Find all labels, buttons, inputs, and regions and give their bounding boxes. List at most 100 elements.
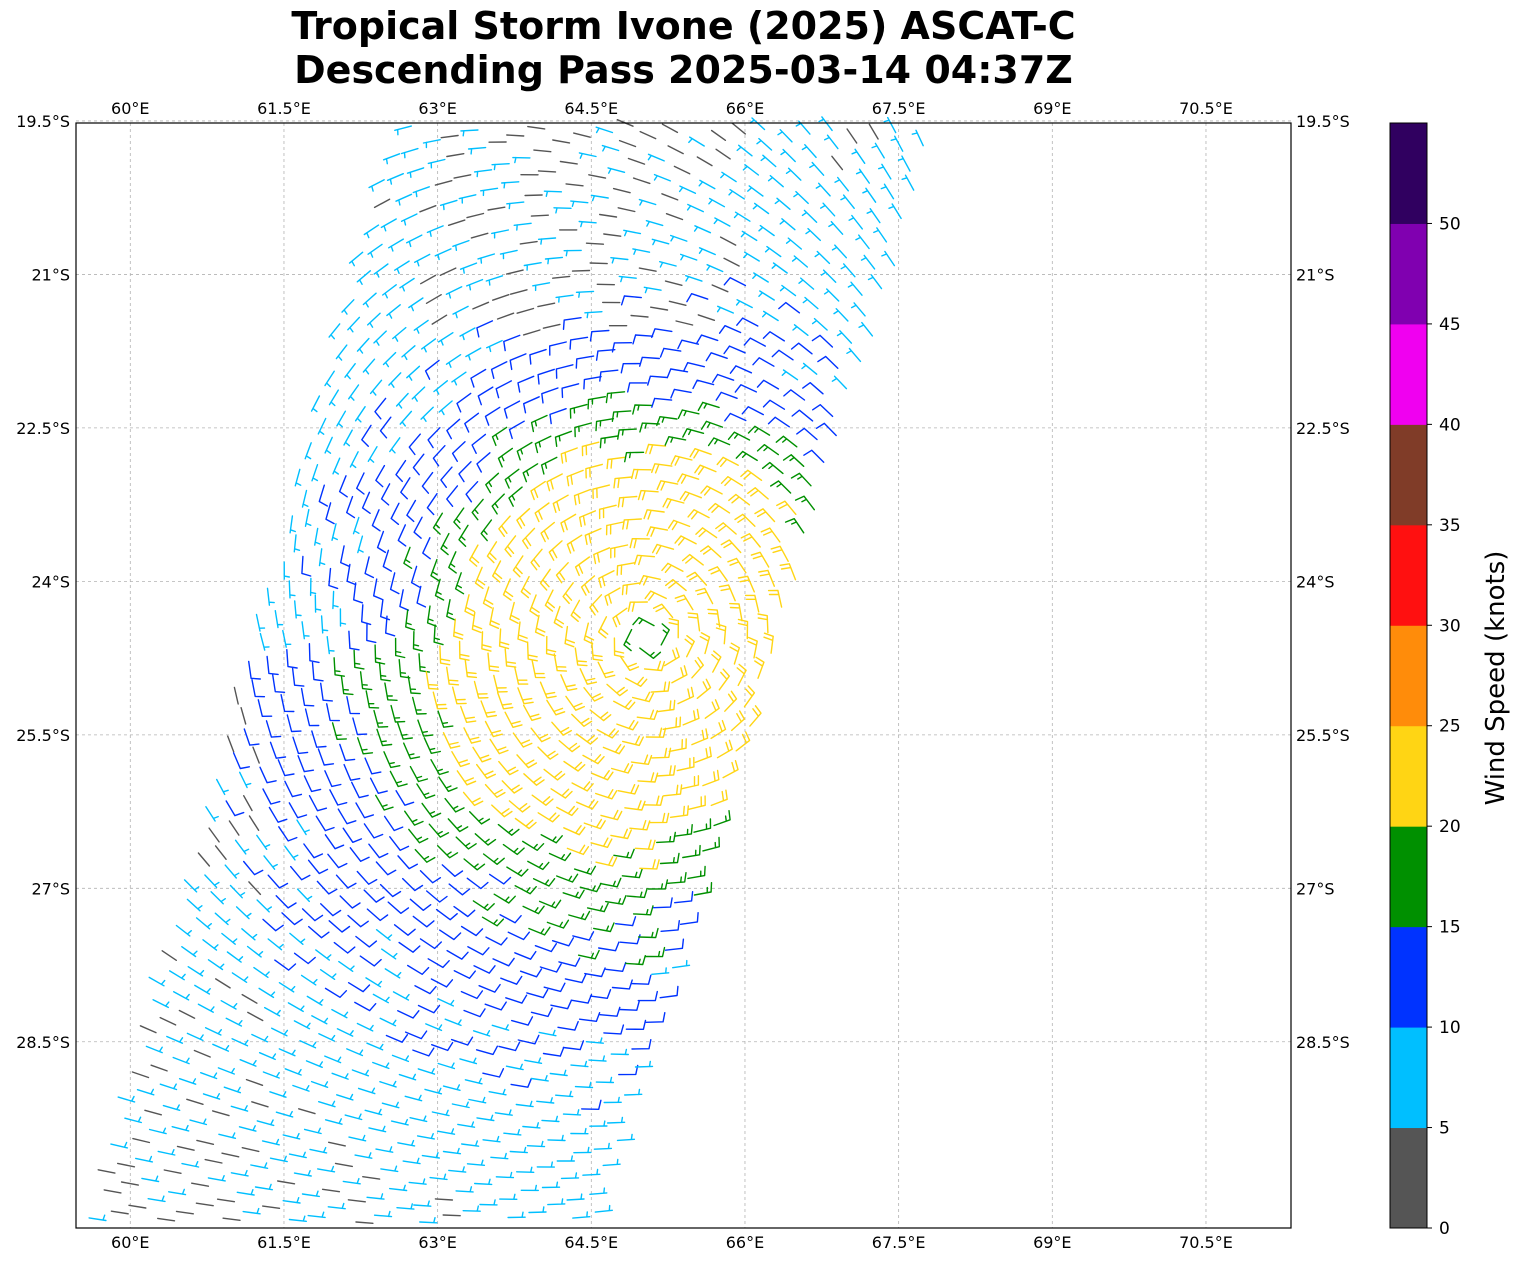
wind-barb (472, 900, 495, 911)
wind-barb (159, 1016, 177, 1026)
wind-barb (579, 510, 597, 528)
wind-barb (537, 237, 557, 245)
wind-barb (736, 663, 747, 687)
wind-barb (306, 995, 324, 1006)
wind-barb (534, 435, 552, 454)
wind-barb (492, 560, 503, 583)
wind-barb (375, 1146, 394, 1153)
wind-barb (584, 967, 606, 978)
wind-barb (814, 250, 831, 265)
wind-barb (504, 711, 523, 728)
colorbar-segment (1390, 725, 1427, 827)
wind-barb (243, 795, 253, 812)
wind-barb (402, 1157, 421, 1165)
wind-barb (433, 624, 444, 646)
wind-barb (446, 418, 461, 440)
wind-barb (498, 515, 511, 537)
wind-barb (534, 614, 546, 637)
wind-barb (262, 1071, 280, 1079)
wind-barb (418, 653, 430, 673)
wind-barb (356, 870, 378, 885)
wind-barb (539, 568, 551, 591)
wind-barb (749, 705, 762, 727)
wind-barb (747, 636, 758, 659)
wind-barb (239, 771, 252, 789)
wind-barb (647, 375, 668, 386)
wind-barb (412, 186, 430, 198)
wind-barb (715, 391, 738, 401)
wind-barb (202, 939, 219, 951)
axis-ticks: 60°E 60°E 61.5°E 61.5°E 63°E 63°E 64.5°E 64.5°E… (16, 99, 1350, 1252)
colorbar: 0 5 10 15 20 25 30 35 40 45 50 (1389, 122, 1461, 1239)
wind-barb (595, 418, 615, 432)
wind-barb (520, 575, 531, 599)
wind-barb (269, 741, 287, 759)
wind-barb (630, 314, 649, 318)
wind-barb (584, 527, 602, 546)
wind-barb (414, 253, 431, 267)
wind-barb (392, 326, 407, 342)
wind-barb (689, 448, 712, 459)
wind-barb (264, 1006, 281, 1017)
wind-barb (715, 148, 731, 160)
wind-barb (229, 884, 246, 899)
wind-barb (752, 357, 775, 367)
colorbar-segment (1390, 123, 1427, 224)
wind-barb (595, 856, 618, 867)
wind-barb (651, 397, 673, 408)
wind-barb (693, 882, 713, 896)
wind-barb (585, 463, 603, 479)
wind-barb (488, 1088, 507, 1096)
wind-barb (544, 589, 555, 612)
wind-barb (341, 299, 355, 315)
wind-barb (255, 613, 266, 632)
wind-barb (603, 1024, 625, 1035)
wind-barb (464, 412, 480, 433)
wind-barb (421, 338, 437, 353)
colorbar-segment (1390, 323, 1427, 425)
wind-barb (527, 860, 550, 871)
wind-barb (723, 257, 740, 267)
wind-barb (464, 658, 478, 679)
wind-barb (498, 628, 510, 650)
wind-barb (777, 129, 793, 143)
wind-barb (779, 284, 797, 297)
wind-barb (347, 1199, 366, 1203)
wind-barb (214, 845, 227, 860)
wind-barb (779, 218, 796, 231)
wind-barb (698, 247, 716, 256)
wind-barb (553, 653, 568, 672)
wind-barb (409, 1115, 428, 1123)
wind-barb (592, 484, 611, 500)
wind-barb (397, 722, 413, 740)
wind-barb (652, 603, 674, 619)
wind-barb (362, 292, 377, 308)
wind-barb (576, 733, 599, 745)
wind-barb (363, 823, 384, 839)
wind-barb (204, 1027, 222, 1036)
wind-barb (632, 616, 655, 627)
wind-barb (637, 990, 658, 1002)
wind-barb (256, 899, 272, 913)
wind-barb (554, 430, 573, 447)
wind-barb (708, 566, 728, 582)
colorbar-segment (1390, 524, 1427, 626)
wind-barb (367, 243, 383, 258)
wind-barb (558, 739, 581, 753)
wind-barb (386, 173, 404, 185)
wind-barb (682, 708, 700, 726)
colorbar-tick-label: 45 (1439, 315, 1461, 335)
wind-barb (756, 444, 779, 456)
wind-barb (679, 912, 699, 925)
wind-barb (283, 561, 290, 580)
wind-barb (421, 471, 434, 494)
wind-barb (400, 213, 418, 226)
wind-barb (578, 1012, 601, 1022)
wind-barb (256, 1119, 275, 1127)
wind-barb (440, 466, 453, 488)
wind-barb (597, 661, 616, 679)
wind-barb (522, 840, 545, 851)
wind-barb (625, 1019, 647, 1030)
wind-barb (632, 177, 651, 185)
wind-barb (416, 1133, 435, 1140)
